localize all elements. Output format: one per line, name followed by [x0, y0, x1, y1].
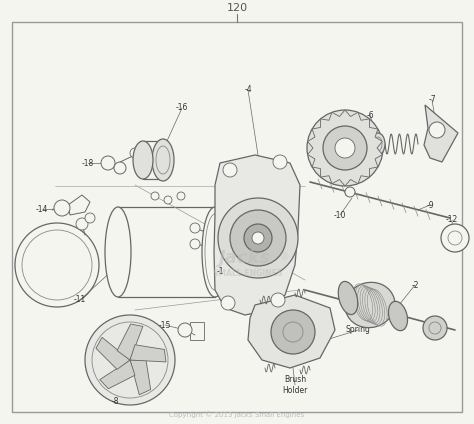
Circle shape	[115, 345, 145, 375]
Circle shape	[441, 224, 469, 252]
Text: -4: -4	[244, 86, 252, 95]
Polygon shape	[130, 345, 166, 362]
Circle shape	[273, 155, 287, 169]
Text: -15: -15	[159, 321, 171, 329]
Circle shape	[423, 316, 447, 340]
Circle shape	[323, 126, 367, 170]
Circle shape	[307, 110, 383, 186]
Circle shape	[221, 296, 235, 310]
Circle shape	[76, 218, 88, 230]
Ellipse shape	[371, 133, 385, 155]
Ellipse shape	[338, 282, 358, 315]
Circle shape	[151, 192, 159, 200]
Circle shape	[345, 187, 355, 197]
Circle shape	[271, 310, 315, 354]
Text: -6: -6	[366, 111, 374, 120]
Text: -5: -5	[314, 123, 322, 132]
Text: -11: -11	[74, 296, 86, 304]
Text: Spring: Spring	[346, 326, 371, 335]
Bar	[265, 303, 278, 312]
Text: -7: -7	[428, 95, 436, 104]
Ellipse shape	[105, 207, 131, 297]
Text: -1: -1	[216, 268, 224, 276]
Ellipse shape	[202, 207, 228, 297]
Text: -16: -16	[176, 103, 188, 112]
Text: -10: -10	[334, 210, 346, 220]
Circle shape	[429, 122, 445, 138]
Polygon shape	[424, 105, 458, 162]
Circle shape	[15, 223, 99, 307]
Text: Jacks: Jacks	[219, 249, 271, 267]
Text: -12: -12	[446, 215, 458, 224]
Ellipse shape	[152, 139, 174, 181]
Circle shape	[178, 323, 192, 337]
Circle shape	[223, 163, 237, 177]
Circle shape	[85, 315, 175, 405]
Polygon shape	[130, 360, 151, 395]
Text: ®: ®	[280, 252, 290, 262]
Ellipse shape	[133, 141, 153, 179]
Circle shape	[164, 196, 172, 204]
Circle shape	[335, 138, 355, 158]
Circle shape	[190, 223, 200, 233]
Text: -18: -18	[82, 159, 94, 167]
Circle shape	[271, 293, 285, 307]
Text: 120: 120	[227, 3, 247, 13]
Text: -9: -9	[426, 201, 434, 209]
Text: -8: -8	[111, 398, 119, 407]
Circle shape	[244, 224, 272, 252]
Bar	[190, 322, 204, 340]
Polygon shape	[117, 324, 143, 360]
Circle shape	[252, 232, 264, 244]
Ellipse shape	[345, 282, 395, 328]
Circle shape	[101, 156, 115, 170]
Polygon shape	[248, 295, 335, 368]
Polygon shape	[308, 110, 383, 186]
Circle shape	[190, 239, 200, 249]
Circle shape	[85, 213, 95, 223]
Circle shape	[218, 198, 298, 278]
Text: Brush
Holder: Brush Holder	[283, 375, 308, 395]
Polygon shape	[68, 195, 90, 215]
Circle shape	[114, 162, 126, 174]
Circle shape	[54, 200, 70, 216]
Ellipse shape	[389, 301, 408, 331]
Polygon shape	[96, 338, 130, 369]
Polygon shape	[214, 155, 300, 315]
Circle shape	[177, 192, 185, 200]
Polygon shape	[100, 360, 135, 389]
Text: Brush: Brush	[369, 288, 391, 298]
Text: -1: -1	[308, 140, 316, 150]
Circle shape	[130, 148, 140, 158]
Text: Copyright © 2013 Jacks Small Engines: Copyright © 2013 Jacks Small Engines	[169, 412, 305, 418]
Text: -14: -14	[36, 206, 48, 215]
Circle shape	[230, 210, 286, 266]
Text: -2: -2	[411, 281, 419, 290]
Text: SMALL ENGINES: SMALL ENGINES	[213, 270, 283, 279]
Bar	[310, 312, 323, 322]
